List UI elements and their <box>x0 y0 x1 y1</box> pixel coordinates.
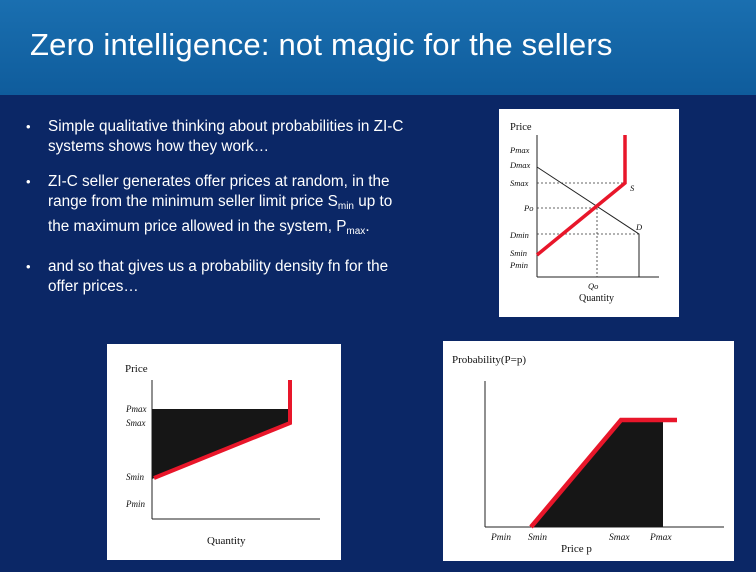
density-curve <box>529 417 677 529</box>
bullet-text: ZI-C seller generates offer prices at ra… <box>48 172 406 242</box>
bullet-text: Simple qualitative thinking about probab… <box>48 118 404 155</box>
bullet-text-part: . <box>365 218 370 235</box>
tick-dmin: Dmin <box>509 230 529 240</box>
bullet-item: • ZI-C seller generates offer prices at … <box>26 172 406 242</box>
subscript-max: max <box>346 226 366 237</box>
seller-range-diagram: Price Pmax Smax Smin Pmin Quantity <box>107 344 341 560</box>
supply-demand-diagram: Price Pmax Dmax Smax Po Dmin Smin Pmin Q… <box>499 109 679 317</box>
tick-smax: Smax <box>510 178 529 188</box>
bullet-item: • Simple qualitative thinking about prob… <box>26 117 406 157</box>
bullet-text-part: up to the maximum price allowed in the s… <box>48 193 393 235</box>
density-region <box>531 420 663 527</box>
tick-dmax: Dmax <box>509 160 531 170</box>
tick-pmin: Pmin <box>490 533 511 543</box>
tick-smin: Smin <box>510 248 527 258</box>
y-axis-label: Price <box>125 363 148 375</box>
bullet-text-part: ZI-C seller generates offer prices at ra… <box>48 173 390 210</box>
tick-pmax: Pmax <box>509 145 530 155</box>
slide-title: Zero intelligence: not magic for the sel… <box>30 27 613 62</box>
tick-smin: Smin <box>528 533 547 543</box>
bullet-dot: • <box>26 174 31 189</box>
demand-curve <box>536 166 640 277</box>
y-axis-label: Probability(P=p) <box>452 354 526 366</box>
tick-pmin: Pmin <box>125 499 145 509</box>
tick-smin: Smin <box>126 472 145 482</box>
bullet-list: • Simple qualitative thinking about prob… <box>26 117 406 312</box>
demand-label: D <box>635 222 643 232</box>
bullet-dot: • <box>26 259 31 274</box>
probability-density-diagram: Probability(P=p) Pmin Smin Smax Pmax Pri… <box>443 341 734 561</box>
x-axis-label: Quantity <box>207 535 246 547</box>
title-bar: Zero intelligence: not magic for the sel… <box>0 0 756 95</box>
bullet-dot: • <box>26 119 31 134</box>
tick-pmax: Pmax <box>649 533 672 543</box>
supply-curve <box>153 380 292 480</box>
tick-po: Po <box>523 203 533 213</box>
tick-pmin: Pmin <box>509 260 528 270</box>
x-axis-label: Quantity <box>579 293 614 304</box>
supply-label: S <box>630 183 635 193</box>
subscript-min: min <box>337 201 354 212</box>
supply-curve <box>535 135 627 257</box>
offer-region <box>152 409 290 479</box>
x-axis-label: Price p <box>561 543 592 555</box>
bullet-item: • and so that gives us a probability den… <box>26 257 406 297</box>
tick-smax: Smax <box>609 533 630 543</box>
y-axis-label: Price <box>510 122 532 133</box>
tick-qo: Qo <box>588 281 598 291</box>
tick-smax: Smax <box>126 418 146 428</box>
bullet-text: and so that gives us a probability densi… <box>48 258 389 295</box>
tick-pmax: Pmax <box>125 404 147 414</box>
